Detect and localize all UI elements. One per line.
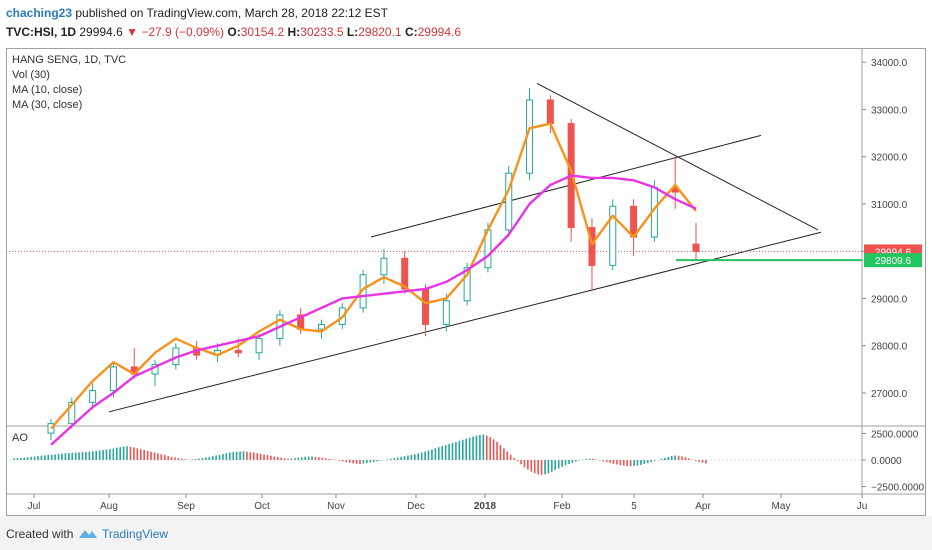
- down-arrow-icon: ▼: [126, 25, 138, 39]
- candle-body: [546, 99, 554, 125]
- ao-legend: AO: [12, 432, 28, 444]
- candle-body: [401, 257, 409, 290]
- price-label-box: [864, 253, 922, 268]
- ao-y-tick-label: 2500.0000: [871, 429, 919, 440]
- published-text: published on TradingView.com, March 28, …: [75, 6, 389, 20]
- x-tick-label: May: [772, 501, 791, 512]
- low-label: L:: [346, 25, 359, 39]
- close-label: C:: [404, 25, 418, 39]
- candle-body: [442, 300, 450, 325]
- candle-body: [422, 288, 430, 325]
- open-value: 30154.2: [240, 25, 285, 39]
- candle-body: [463, 267, 471, 302]
- x-tick-label: 5: [631, 501, 637, 512]
- open-label: O:: [227, 25, 241, 39]
- x-tick-label: Oct: [254, 501, 270, 512]
- x-tick-label: Feb: [553, 501, 571, 512]
- candle-body: [68, 401, 76, 425]
- candle-body: [380, 257, 388, 276]
- candle-body: [109, 366, 117, 392]
- chart-header: chaching23 published on TradingView.com,…: [0, 0, 932, 48]
- change-value: −27.9 (−0.09%): [141, 25, 225, 39]
- x-tick-label: Sep: [177, 501, 195, 512]
- publish-line: chaching23 published on TradingView.com,…: [6, 6, 388, 20]
- ma-line: [50, 174, 697, 446]
- y-tick-label: 29000.0: [871, 294, 908, 305]
- last-price: 29994.6: [79, 25, 123, 39]
- y-tick-label: 27000.0: [871, 389, 908, 400]
- footer: Created with TradingView: [0, 516, 932, 550]
- high-label: H:: [287, 25, 301, 39]
- tradingview-link[interactable]: TradingView: [102, 527, 169, 541]
- candle-body: [255, 338, 263, 354]
- legend-item: HANG SENG, 1D, TVC: [12, 54, 126, 66]
- ao-y-tick-label: 0.0000: [871, 456, 902, 467]
- candle-body: [692, 243, 700, 252]
- x-tick-label: Apr: [695, 501, 711, 512]
- created-with-text: Created with: [6, 527, 74, 541]
- candle-body: [609, 205, 617, 266]
- price-label-text: 29994.6: [875, 247, 912, 258]
- y-tick-label: 34000.0: [871, 58, 908, 69]
- tradingview-logo-icon[interactable]: [78, 527, 98, 544]
- candle-body: [89, 390, 97, 403]
- y-tick-label: 33000.0: [871, 105, 908, 116]
- x-tick-label: Nov: [327, 501, 345, 512]
- legend-item: Vol (30): [12, 69, 50, 81]
- low-value: 29820.1: [358, 25, 402, 39]
- candle-body: [234, 349, 242, 354]
- y-tick-label: 31000.0: [871, 200, 908, 211]
- chart-area[interactable]: 34000.033000.032000.031000.030000.029000…: [6, 48, 926, 516]
- ao-y-tick-label: −2500.0000: [871, 483, 925, 494]
- legend-item: MA (10, close): [12, 84, 82, 96]
- candle-body: [588, 227, 596, 266]
- close-value: 29994.6: [417, 25, 462, 39]
- x-tick-label: Aug: [100, 501, 118, 512]
- x-tick-label: Dec: [407, 501, 425, 512]
- x-tick-label: Ju: [857, 501, 868, 512]
- symbol-label[interactable]: TVC:HSI, 1D: [6, 25, 77, 39]
- trendline-lower-support: [108, 231, 822, 413]
- y-tick-label: 32000.0: [871, 153, 908, 164]
- y-tick-label: 28000.0: [871, 342, 908, 353]
- author-link[interactable]: chaching23: [6, 6, 73, 20]
- chart-svg[interactable]: 34000.033000.032000.031000.030000.029000…: [6, 48, 926, 516]
- trendline-descending-resistance: [536, 82, 819, 231]
- x-tick-label: Jul: [28, 501, 41, 512]
- quote-line: TVC:HSI, 1D 29994.6 ▼ −27.9 (−0.09%) O:3…: [6, 25, 461, 39]
- legend-item: MA (30, close): [12, 99, 82, 111]
- price-label-text: 29809.6: [875, 256, 912, 267]
- trendline-upper-channel: [370, 134, 762, 238]
- candle-body: [47, 423, 55, 434]
- ma-line: [50, 122, 697, 430]
- high-value: 30233.5: [300, 25, 344, 39]
- candle-body: [317, 323, 325, 330]
- x-tick-label: 2018: [474, 501, 497, 512]
- candle-body: [505, 172, 513, 231]
